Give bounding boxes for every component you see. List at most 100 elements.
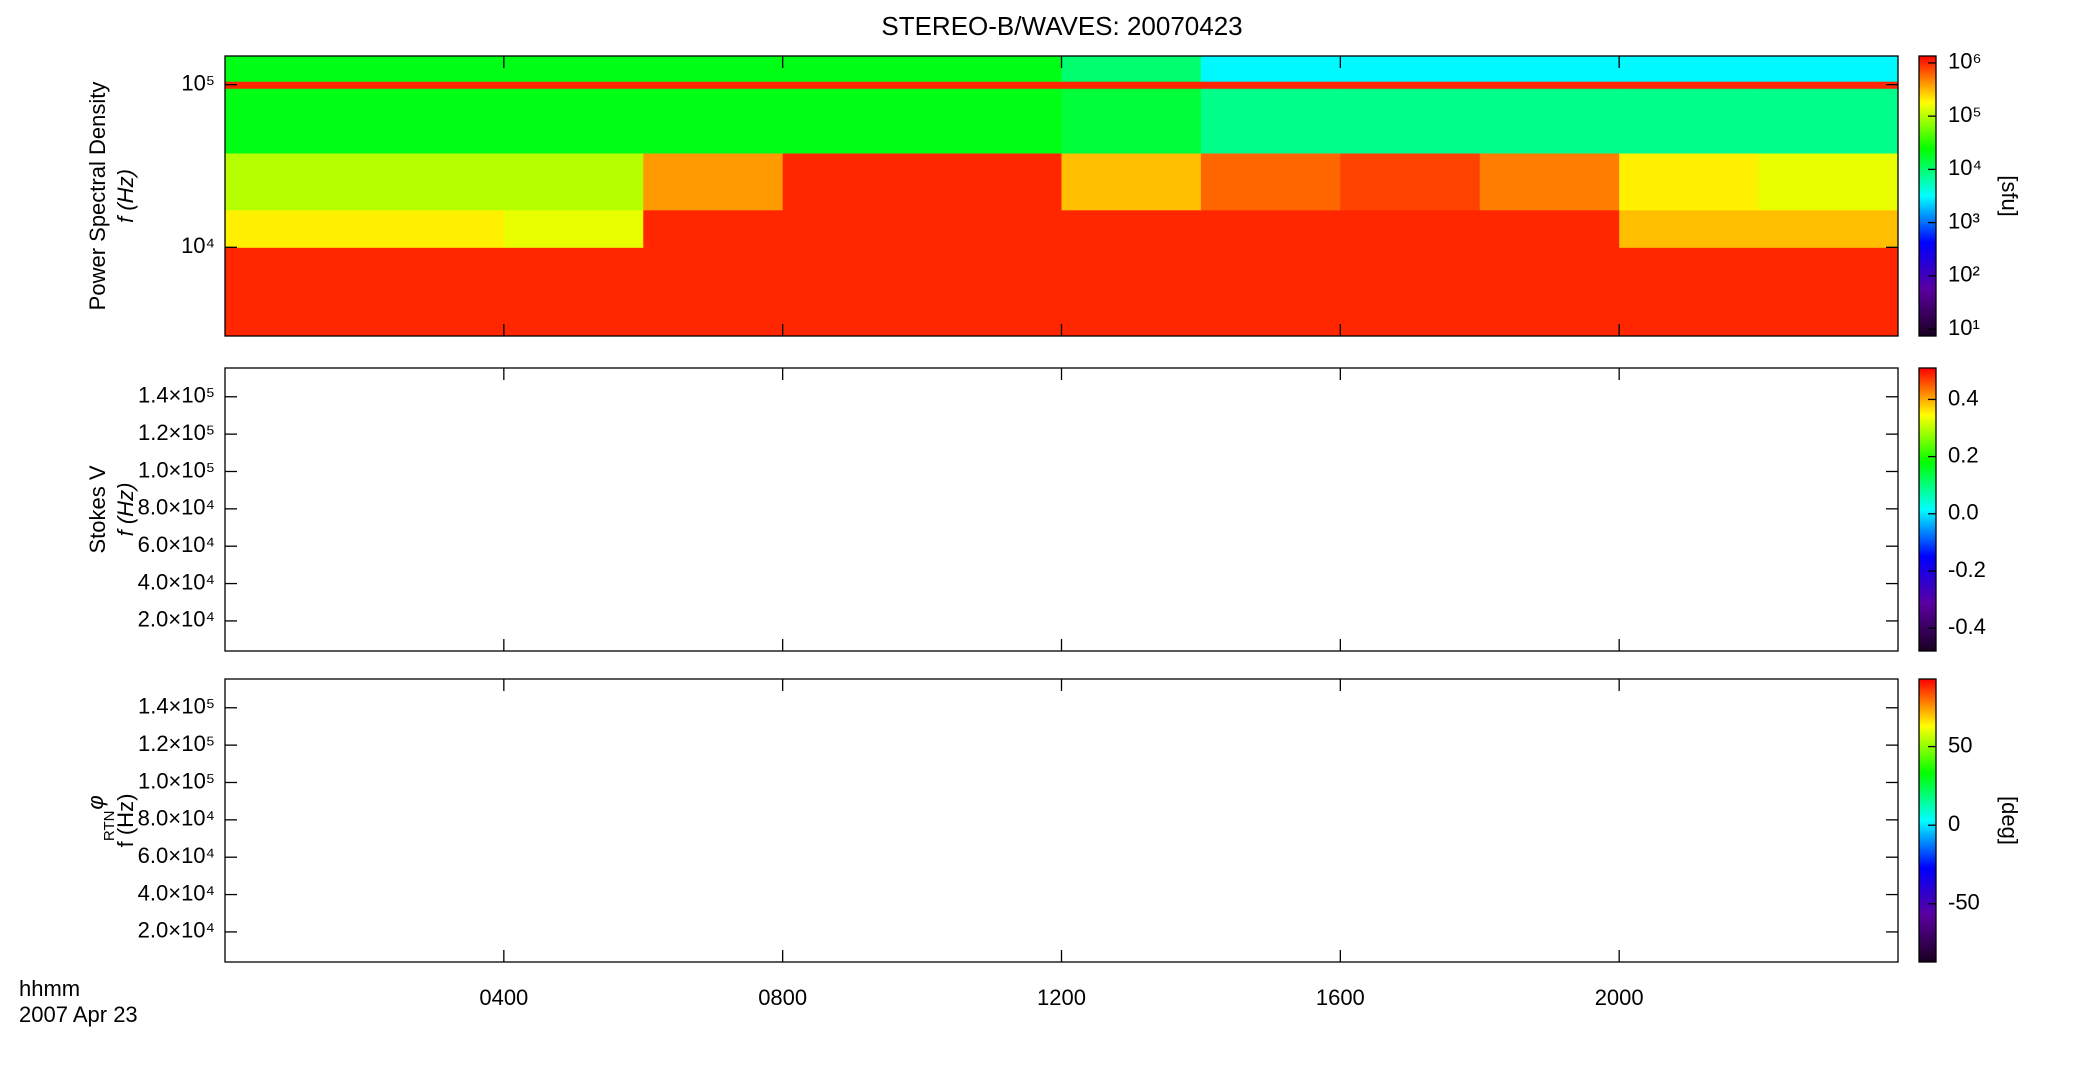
heatmap-cell [1340,209,1481,248]
heatmap-cell [225,209,365,248]
y-tick-label: 1.4×10⁵ [138,694,215,719]
y-tick-label: 6.0×10⁴ [138,532,215,557]
heatmap-cell [643,56,784,82]
colorbar-tick-label: 10¹ [1948,315,1980,340]
x-tick-label: 1600 [1316,985,1365,1010]
heatmap-cell [1758,56,1899,82]
heatmap-cell [1340,56,1481,82]
y-tick-label: 8.0×10⁴ [138,806,215,831]
heatmap-cell [364,153,505,211]
heatmap-cell [643,153,784,211]
x-axis-label: hhmm [19,976,80,1001]
heatmap-cell [1619,56,1760,82]
heatmap-cell [1479,153,1620,211]
heatmap-cell [1619,209,1760,248]
heatmap-cell [1200,209,1341,248]
y-tick-label: 1.2×10⁵ [138,731,215,756]
heatmap-cell [503,153,644,211]
colorbar-tick-label: -0.4 [1948,614,1986,639]
colorbar-tick-label: 0 [1948,811,1960,836]
y-tick-label: 6.0×10⁴ [138,843,215,868]
heatmap-cell [1200,56,1341,82]
y-tick-label: 1.0×10⁵ [138,457,215,482]
heatmap-cell [1479,81,1620,89]
y-tick-label: 10⁴ [181,233,215,258]
colorbar-tick-label: 10⁵ [1948,102,1982,127]
heatmap-cell [1061,247,1202,337]
colorbar [1918,55,1937,337]
heatmap-cell [782,209,923,248]
heatmap-cell [1758,88,1899,154]
heatmap-cell [503,56,644,82]
x-tick-label: 1200 [1037,985,1086,1010]
y-tick-label: 1.2×10⁵ [138,420,215,445]
heatmap-cell [225,56,365,82]
heatmap-cell [1619,81,1760,89]
heatmap-cell [922,56,1062,82]
heatmap-cell [1619,247,1760,337]
y-tick-label: 1.4×10⁵ [138,383,215,408]
colorbar [1918,367,1937,652]
heatmap-cell [1479,209,1620,248]
heatmap-cell [225,153,365,211]
heatmap-cell [1200,81,1341,89]
y-tick-label: 2.0×10⁴ [138,918,215,943]
heatmap-cell [782,88,923,154]
heatmap-cell [503,81,644,89]
heatmap-cell [1200,153,1341,211]
colorbar-tick-label: -0.2 [1948,557,1986,582]
heatmap-cell [364,56,505,82]
y-tick-label: 2.0×10⁴ [138,607,215,632]
colorbar-tick-label: 10³ [1948,208,1980,233]
colorbar-label: [sfu] [1997,175,2022,217]
heatmap-cell [782,247,923,337]
y-tick-label: 4.0×10⁴ [138,880,215,905]
heatmap-cell [1479,56,1620,82]
heatmap-cell [225,88,365,154]
heatmap-cell [1758,81,1899,89]
y-axis-label: f (Hz) [113,794,138,848]
colorbar-tick-label: -50 [1948,890,1980,915]
heatmap-cell [225,247,365,337]
heatmap-cell [922,153,1062,211]
colorbar-label: [deg] [1997,796,2022,845]
heatmap-cell [364,247,505,337]
y-tick-label: 8.0×10⁴ [138,495,215,520]
chart-title: STEREO-B/WAVES: 20070423 [881,11,1242,41]
heatmap-cell [922,209,1062,248]
heatmap-cell [225,81,365,89]
heatmap-cell [643,209,784,248]
heatmap-cell [503,88,644,154]
heatmap-cell [1340,153,1481,211]
y-tick-label: 4.0×10⁴ [138,569,215,594]
heatmap-cell [922,247,1062,337]
heatmap-cell [364,81,505,89]
heatmap-cell [503,247,644,337]
heatmap-cell [1758,153,1899,211]
x-tick-label: 0400 [479,985,528,1010]
heatmap-cell [1479,88,1620,154]
heatmap-cell [1479,247,1620,337]
y-axis-label: f (Hz) [113,483,138,537]
plot-frame [224,367,1899,652]
heatmap-cell [1758,247,1899,337]
heatmap-cell [782,56,923,82]
y-axis-label: Stokes V [85,465,110,553]
heatmap-cell [1061,209,1202,248]
heatmap-cell [782,81,923,89]
y-tick-label: 10⁵ [181,70,215,95]
x-tick-label: 2000 [1595,985,1644,1010]
heatmap-cell [1340,81,1481,89]
heatmap-cell [1200,247,1341,337]
heatmap-cell [1340,88,1481,154]
heatmap-cell [643,247,784,337]
y-tick-label: 1.0×10⁵ [138,768,215,793]
colorbar [1918,678,1937,963]
heatmap-cell [1619,88,1760,154]
heatmap-cell [503,209,644,248]
plot-frame [224,678,1899,963]
colorbar-tick-label: 10⁶ [1948,49,1982,74]
colorbar-tick-label: 0.2 [1948,442,1979,467]
heatmap-cell [922,88,1062,154]
